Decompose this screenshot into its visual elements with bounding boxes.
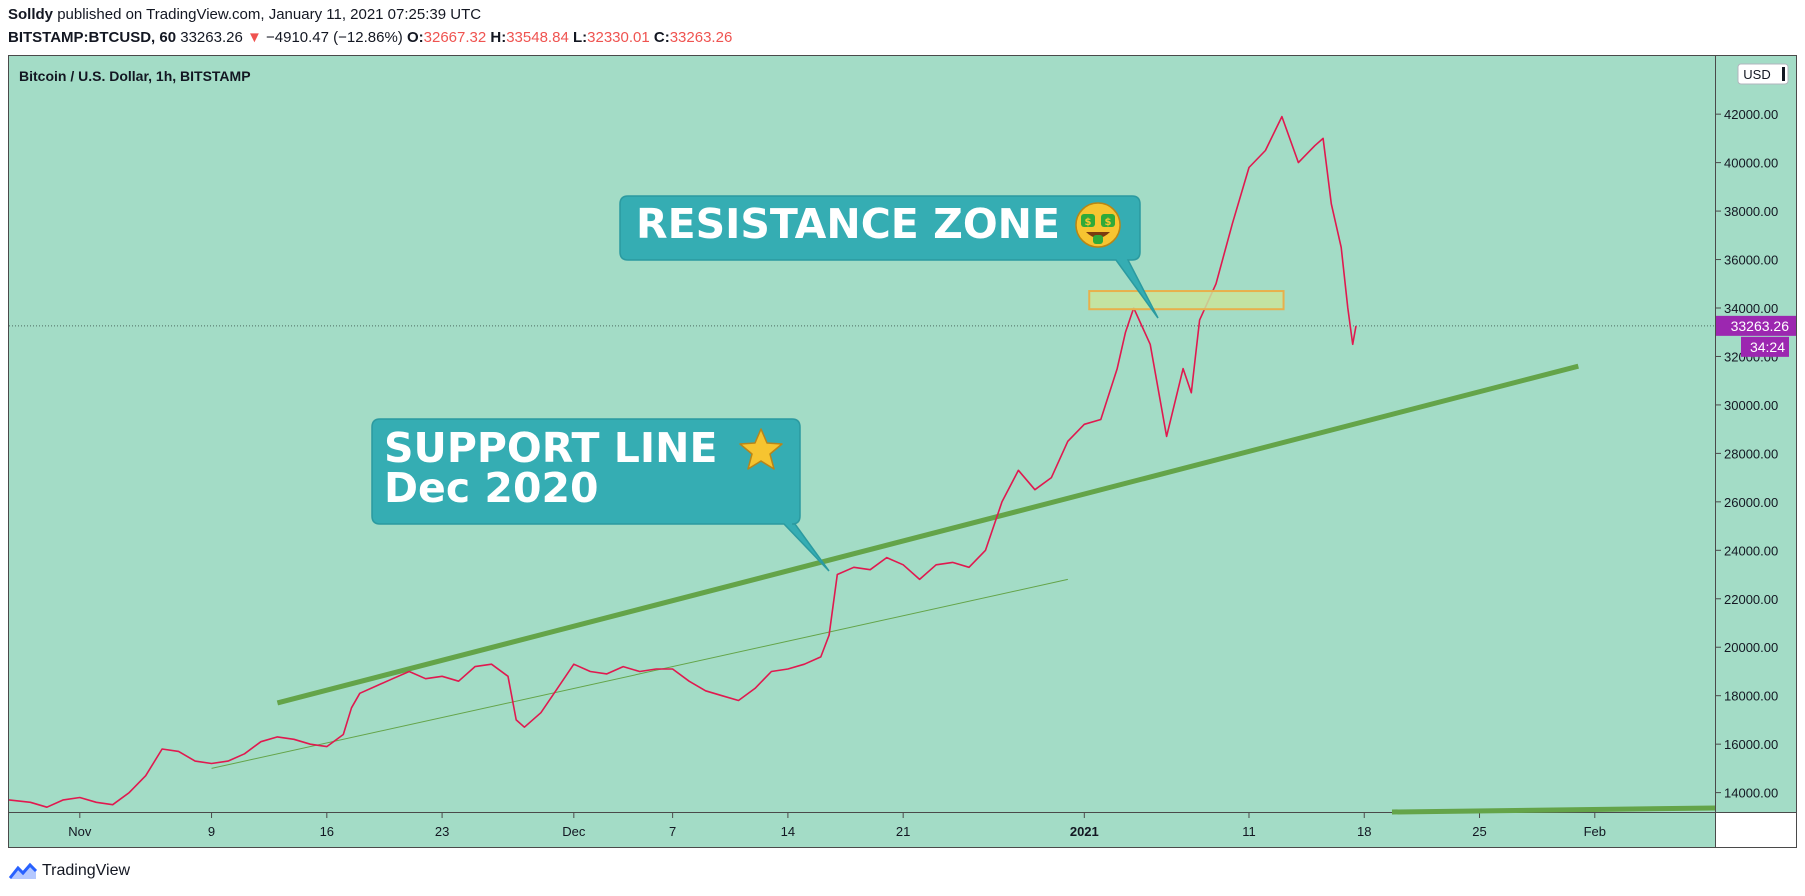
publish-date: published on TradingView.com, January 11… <box>57 6 482 23</box>
time-axis[interactable] <box>9 813 1715 847</box>
high-value: 33548.84 <box>506 29 569 46</box>
y-tick-label: 20000.00 <box>1724 640 1778 655</box>
countdown-tag <box>1741 336 1789 357</box>
support-line[interactable] <box>276 363 1579 706</box>
x-tick-label: 14 <box>781 824 795 839</box>
money-face-icon: $ $ <box>1075 202 1121 248</box>
chart-frame <box>8 55 1797 848</box>
countdown-label: 34:24 <box>1750 339 1785 355</box>
y-tick-label: 34000.00 <box>1724 301 1778 316</box>
svg-text:$: $ <box>1085 217 1092 228</box>
close-label: C: <box>653 29 670 46</box>
last-price: 33263.26 <box>180 29 243 46</box>
author-name[interactable]: Solldy <box>8 6 54 23</box>
x-tick-label: 25 <box>1472 824 1486 839</box>
y-tick-label: 18000.00 <box>1724 689 1778 704</box>
x-tick-label: 11 <box>1242 824 1256 839</box>
low-value: 32330.01 <box>587 29 650 46</box>
tradingview-logo-icon <box>8 862 38 879</box>
y-tick-label: 22000.00 <box>1724 592 1778 607</box>
symbol-info: BITSTAMP:BTCUSD, 60 33263.26 ▼ −4910.47 … <box>8 29 732 46</box>
close-value: 33263.26 <box>669 29 733 46</box>
plot-area[interactable] <box>9 56 1715 812</box>
price-series <box>8 115 1357 809</box>
symbol-name: BITSTAMP:BTCUSD, 60 <box>8 29 177 46</box>
y-tick-label: 28000.00 <box>1724 446 1778 461</box>
resistance-zone[interactable] <box>1088 290 1285 311</box>
x-tick-label: 18 <box>1357 824 1371 839</box>
price-axis[interactable] <box>1716 56 1796 812</box>
low-label: L: <box>572 29 588 46</box>
y-tick-label: 24000.00 <box>1724 543 1778 558</box>
svg-text:$: $ <box>1105 217 1112 228</box>
y-tick-label: 26000.00 <box>1724 495 1778 510</box>
currency-button[interactable] <box>1737 63 1789 85</box>
resistance-callout[interactable]: RESISTANCE ZONE $ $ <box>619 195 1159 319</box>
currency-label: USD <box>1743 67 1770 82</box>
y-tick-label: 40000.00 <box>1724 156 1778 171</box>
star-icon <box>739 428 783 470</box>
chart-title: Bitcoin / U.S. Dollar, 1h, BITSTAMP <box>19 68 251 84</box>
x-tick-label: Dec <box>562 824 586 839</box>
y-tick-label: 14000.00 <box>1724 786 1778 801</box>
y-tick-label: 42000.00 <box>1724 107 1778 122</box>
open-label: O: <box>406 29 424 46</box>
axis-partial-digit <box>1782 67 1785 81</box>
footer-brand[interactable]: TradingView <box>8 862 130 880</box>
price-change: −4910.47 (−12.86%) <box>266 29 403 46</box>
x-tick-label: 16 <box>320 824 334 839</box>
x-tick-label: 9 <box>208 824 215 839</box>
down-arrow-icon: ▼ <box>246 29 262 46</box>
support-label: SUPPORT LINE <box>384 424 717 472</box>
y-tick-label: 30000.00 <box>1724 398 1778 413</box>
y-tick-label: 36000.00 <box>1724 253 1778 268</box>
brand-name: TradingView <box>42 862 131 879</box>
x-tick-label: 23 <box>435 824 449 839</box>
last-price-tag <box>1716 315 1796 336</box>
x-tick-label: 21 <box>896 824 910 839</box>
x-tick-label: Feb <box>1584 824 1606 839</box>
open-value: 32667.32 <box>423 29 487 46</box>
support-callout[interactable]: SUPPORT LINE Dec 2020 <box>371 418 830 572</box>
y-tick-label: 16000.00 <box>1724 737 1778 752</box>
publish-info: Solldy published on TradingView.com, Jan… <box>8 6 481 23</box>
x-tick-label: 7 <box>669 824 676 839</box>
thin-trendline[interactable] <box>211 578 1068 769</box>
support-date-label: Dec 2020 <box>384 464 599 512</box>
support-line-lower <box>1391 805 1716 815</box>
high-label: H: <box>490 29 507 46</box>
x-tick-label: 2021 <box>1070 824 1099 839</box>
x-tick-label: Nov <box>68 824 92 839</box>
y-tick-label: 38000.00 <box>1724 204 1778 219</box>
resistance-label: RESISTANCE ZONE <box>636 200 1060 248</box>
last-price-tag-label: 33263.26 <box>1731 318 1790 334</box>
